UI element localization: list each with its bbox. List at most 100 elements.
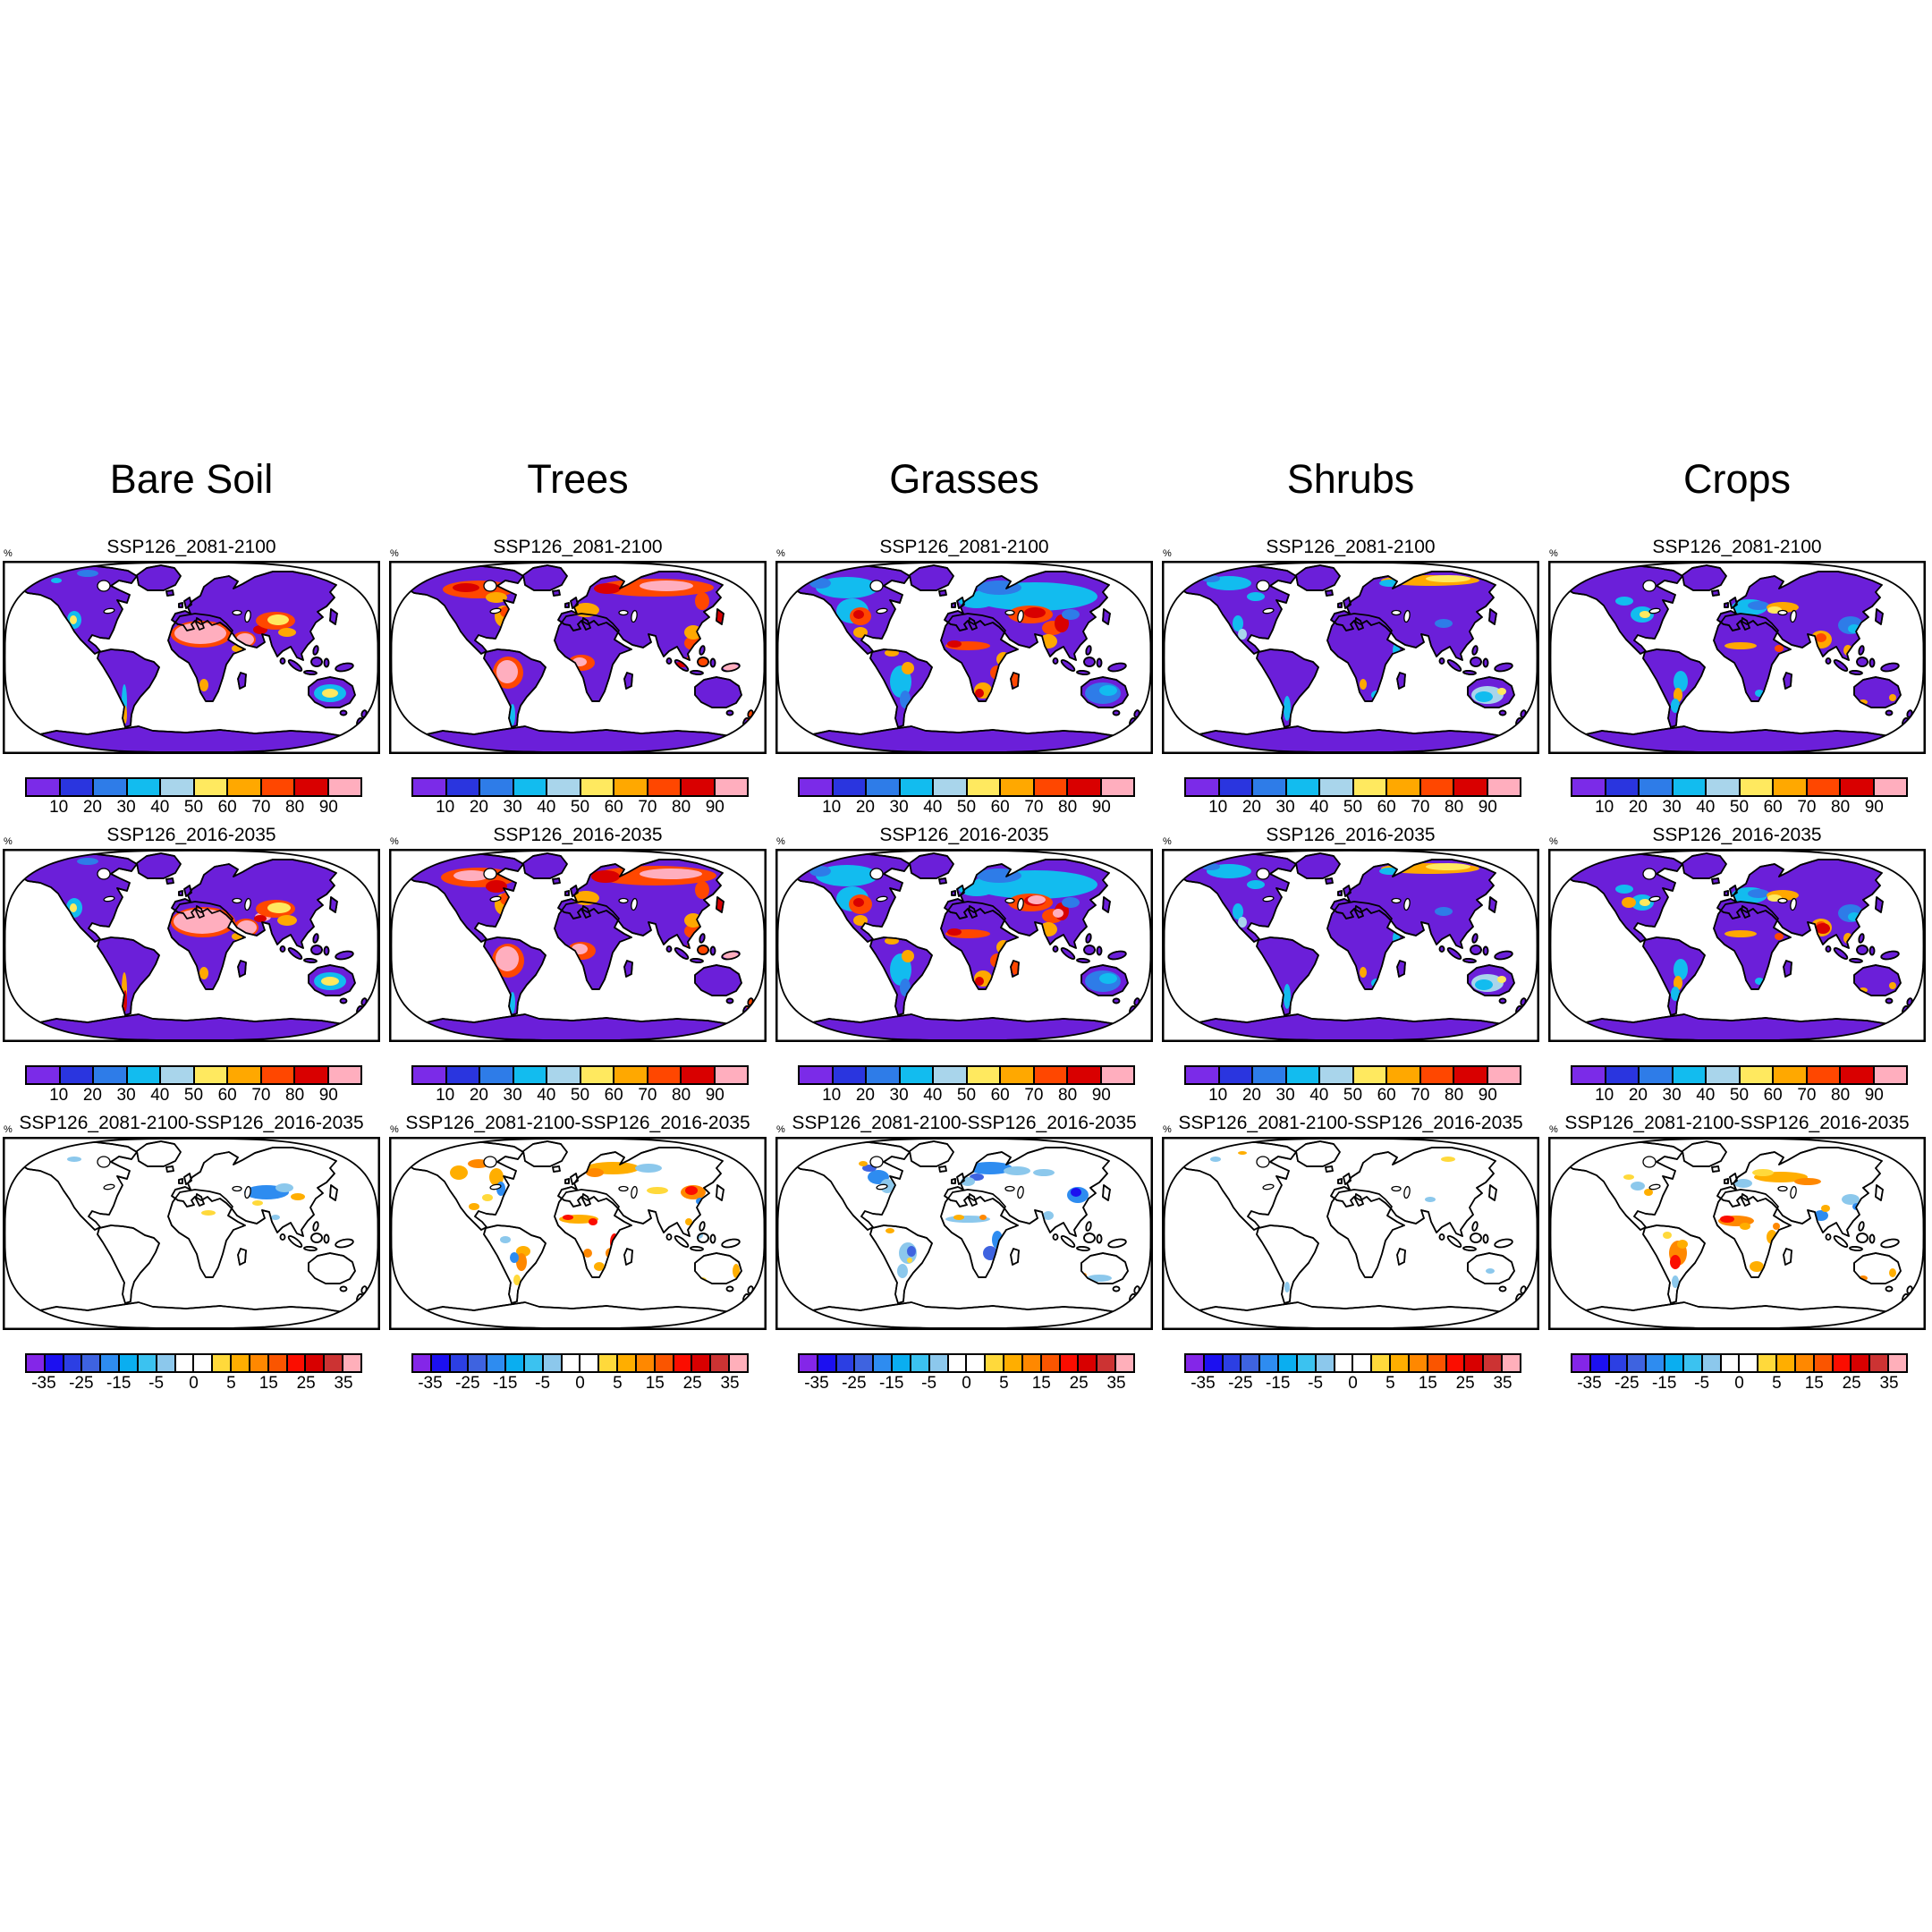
colorbar-segment: [911, 1355, 930, 1371]
colorbar-tick-label: 10: [49, 798, 69, 817]
colorbar-segment: [450, 1355, 470, 1371]
colorbar-segment: [127, 779, 161, 795]
colorbar-segment: [1241, 1355, 1261, 1371]
colorbar-segment: [1286, 1067, 1320, 1083]
colorbar-segment: [1807, 779, 1841, 795]
colorbar-segment: [194, 1067, 228, 1083]
colorbar-segment: [1721, 1355, 1741, 1371]
map-panel-bare-soil-difference: [3, 1137, 380, 1330]
colorbar-segment: [800, 1355, 818, 1371]
colorbar-segment: [1702, 1355, 1722, 1371]
colorbar-segment: [64, 1355, 83, 1371]
colorbar-tick-label: -25: [842, 1374, 867, 1393]
colorbar-segment: [1465, 1355, 1485, 1371]
colorbar-tick-label: 35: [1493, 1374, 1513, 1393]
colorbar-segment: [1186, 1067, 1220, 1083]
colorbar-tick-label: 10: [822, 798, 842, 817]
map-panel-shrubs-difference: [1162, 1137, 1539, 1330]
colorbar-tick-label: 25: [1455, 1374, 1475, 1393]
percent-unit-label: %: [4, 548, 13, 559]
colorbar-segment: [1060, 1355, 1080, 1371]
colorbar-tick-label: 80: [672, 1086, 691, 1105]
colorbar-fraction: [411, 777, 749, 797]
world-map: [389, 561, 767, 754]
colorbar-segment: [1316, 1355, 1335, 1371]
map-panel-grasses-ssp126-2081-2100: [775, 561, 1153, 754]
colorbar-segment: [1320, 1067, 1354, 1083]
colorbar-segment: [161, 779, 195, 795]
colorbar-segment: [1590, 1355, 1610, 1371]
colorbar-tick-label: 90: [318, 1086, 338, 1105]
colorbar-tick-label: 60: [604, 798, 623, 817]
colorbar-segment: [967, 1067, 1001, 1083]
map-title-shrubs-ssp126-2016-2035: SSP126_2016-2035: [1266, 825, 1436, 845]
percent-unit-label: %: [390, 548, 399, 559]
map-title-shrubs-difference: SSP126_2081-2100-SSP126_2016-2035: [1178, 1113, 1523, 1133]
map-title-grasses-difference: SSP126_2081-2100-SSP126_2016-2035: [792, 1113, 1137, 1133]
colorbar-segment: [900, 1067, 934, 1083]
colorbar-tick-label: -35: [31, 1374, 56, 1393]
colorbar-tick-label: 15: [1031, 1374, 1051, 1393]
colorbar-fraction: [1571, 1065, 1908, 1085]
colorbar-segment: [287, 1355, 307, 1371]
map-panel-grasses-ssp126-2016-2035: [775, 849, 1153, 1042]
colorbar-tick-label: -35: [1191, 1374, 1216, 1393]
colorbar-segment: [194, 779, 228, 795]
column-header-shrubs: Shrubs: [1286, 456, 1415, 502]
colorbar-tick-label: 40: [537, 1086, 556, 1105]
colorbar-tick-label: 10: [1595, 1086, 1614, 1105]
colorbar-tick-label: -35: [1577, 1374, 1602, 1393]
percent-unit-label: %: [776, 836, 785, 847]
colorbar-tick-label: 90: [1478, 798, 1497, 817]
colorbar-tick-label: 40: [1696, 798, 1716, 817]
colorbar-segment: [138, 1355, 157, 1371]
colorbar-segment: [157, 1355, 176, 1371]
colorbar-tick-label: 15: [645, 1374, 665, 1393]
colorbar-fraction: [1184, 1065, 1521, 1085]
colorbar-tick-label: -25: [69, 1374, 94, 1393]
colorbar-tick-label: 20: [855, 798, 875, 817]
colorbar-segment: [295, 779, 329, 795]
colorbar-segment: [1186, 779, 1220, 795]
colorbar-tick-label: 80: [1445, 1086, 1464, 1105]
colorbar-segment: [599, 1355, 619, 1371]
colorbar-tick-label: 30: [1662, 798, 1682, 817]
colorbar-tick-label: 80: [1831, 798, 1851, 817]
colorbar-segment: [250, 1355, 269, 1371]
colorbar-tick-label: -35: [418, 1374, 443, 1393]
world-map: [1162, 849, 1539, 1042]
map-panel-bare-soil-ssp126-2016-2035: [3, 849, 380, 1042]
colorbar-tick-label: 50: [183, 1086, 204, 1105]
colorbar-segment: [1297, 1355, 1317, 1371]
colorbar-tick-label: 15: [1418, 1374, 1437, 1393]
colorbar-segment: [900, 779, 934, 795]
colorbar-tick-label: -5: [1694, 1374, 1710, 1393]
colorbar-segment: [1286, 779, 1320, 795]
colorbar-segment: [1683, 1355, 1703, 1371]
colorbar-segment: [1387, 779, 1421, 795]
colorbar-segment: [715, 1067, 747, 1083]
colorbar-tick-label: 40: [1309, 1086, 1329, 1105]
colorbar-segment: [1454, 1067, 1488, 1083]
colorbar-segment: [1640, 1067, 1674, 1083]
colorbar-segment: [648, 779, 682, 795]
colorbar-segment: [986, 1355, 1005, 1371]
colorbar-segment: [1001, 1067, 1035, 1083]
colorbar-tick-label: 20: [82, 1086, 102, 1105]
colorbar-segment: [1068, 779, 1102, 795]
colorbar-tick-label: -5: [1308, 1374, 1324, 1393]
colorbar-difference: [1571, 1353, 1908, 1373]
colorbar-segment: [413, 1067, 447, 1083]
column-header-grasses: Grasses: [889, 456, 1039, 502]
colorbar-segment: [413, 1355, 432, 1371]
colorbar-segment: [1889, 1355, 1906, 1371]
colorbar-segment: [1022, 1355, 1042, 1371]
percent-unit-label: %: [390, 836, 399, 847]
map-title-trees-difference: SSP126_2081-2100-SSP126_2016-2035: [405, 1113, 750, 1133]
percent-unit-label: %: [1163, 836, 1172, 847]
colorbar-segment: [228, 1067, 262, 1083]
colorbar-segment: [1001, 779, 1035, 795]
colorbar-tick-label: 80: [285, 1086, 305, 1105]
colorbar-tick-label: 25: [296, 1374, 316, 1393]
colorbar-tick-label: 10: [436, 1086, 455, 1105]
